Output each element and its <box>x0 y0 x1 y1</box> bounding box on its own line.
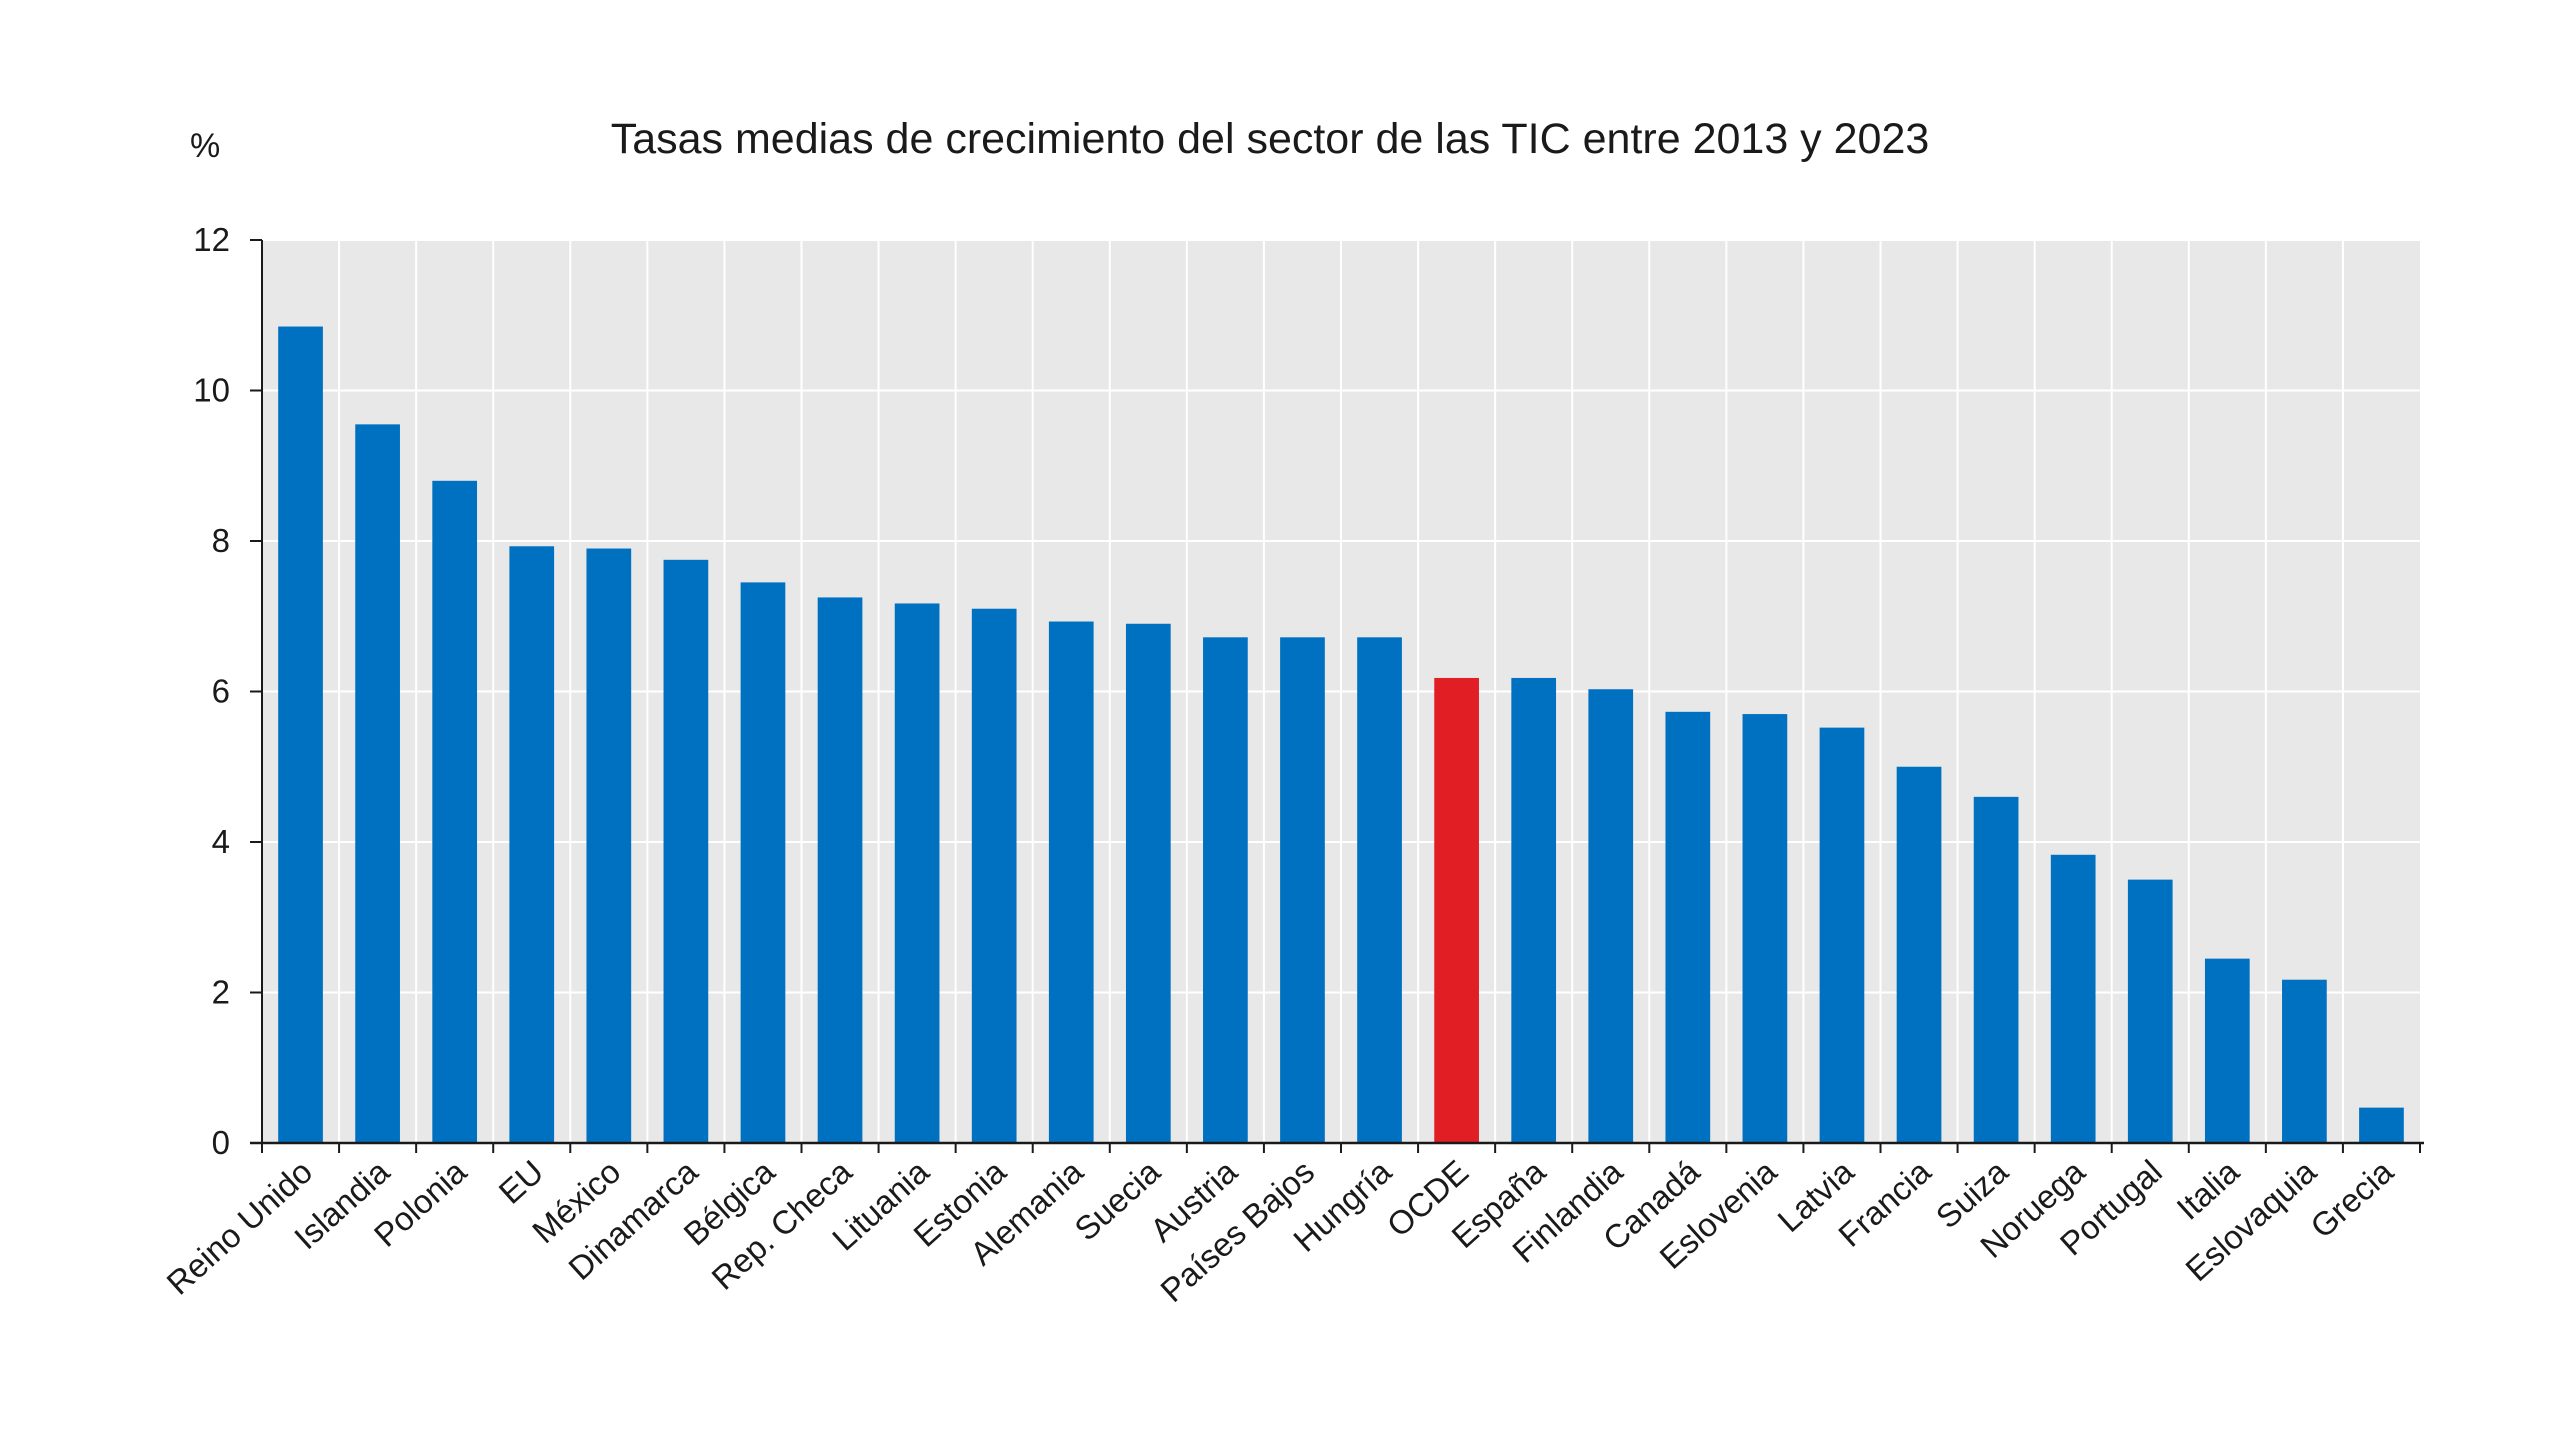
bar <box>1203 637 1248 1143</box>
bar <box>1665 711 1711 1143</box>
x-category-label: EU <box>492 1153 551 1211</box>
bar <box>2282 979 2327 1143</box>
y-tick-label: 4 <box>212 823 230 860</box>
bar <box>1125 623 1171 1143</box>
y-tick-label: 2 <box>212 974 230 1011</box>
bar <box>1280 637 1325 1143</box>
bar <box>740 582 786 1143</box>
y-tick-label: 0 <box>212 1124 230 1161</box>
bar <box>1588 689 1634 1143</box>
bars <box>278 326 2404 1144</box>
y-tick-label: 10 <box>193 372 230 409</box>
bar <box>663 559 709 1143</box>
y-tick-label: 12 <box>193 221 230 258</box>
bar <box>2127 879 2173 1143</box>
y-tick-label: 8 <box>212 522 230 559</box>
y-axis-unit-label: % <box>190 127 220 165</box>
bar <box>1048 621 1094 1143</box>
bar <box>1742 714 1788 1143</box>
bar <box>1973 796 2019 1143</box>
bar <box>2204 958 2250 1143</box>
bar <box>278 326 323 1144</box>
bar <box>1896 766 1942 1143</box>
bar <box>971 608 1017 1143</box>
bar <box>2359 1107 2404 1143</box>
bar <box>586 548 632 1143</box>
y-axis-ticks: 0 2 4 6 8 10 12 <box>193 221 230 1161</box>
bar <box>355 424 400 1143</box>
bar <box>432 480 478 1143</box>
x-category-label: Grecia <box>2303 1152 2400 1245</box>
bar <box>2050 854 2096 1143</box>
bar <box>1434 677 1479 1143</box>
bar <box>509 546 555 1143</box>
bar <box>1819 727 1865 1143</box>
bar <box>1357 637 1402 1143</box>
bar <box>817 597 863 1143</box>
y-tick-label: 6 <box>212 673 230 710</box>
chart-title: Tasas medias de crecimiento del sector d… <box>611 115 1930 163</box>
bar <box>894 603 940 1143</box>
bar <box>1511 677 1557 1143</box>
axes <box>250 239 2424 1153</box>
